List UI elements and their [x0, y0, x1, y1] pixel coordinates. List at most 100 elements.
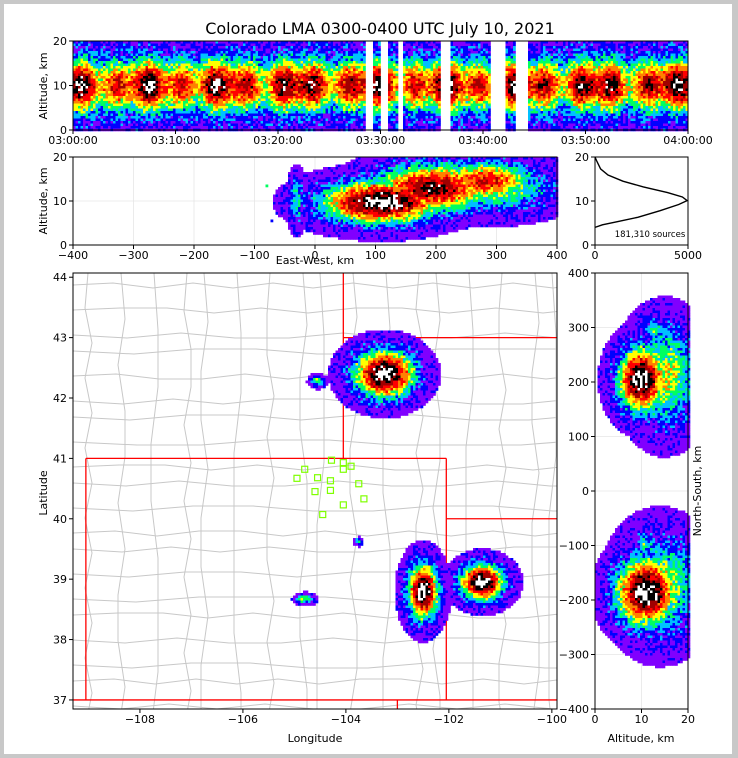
density-cell — [685, 73, 689, 77]
density-cell — [610, 63, 614, 67]
density-cell — [223, 73, 226, 77]
density-cell — [545, 53, 549, 57]
density-cell — [508, 76, 511, 79]
density-cell — [245, 41, 249, 44]
density-cell — [485, 41, 489, 44]
density-cell — [270, 56, 274, 59]
density-cell — [163, 81, 166, 84]
density-cell — [548, 83, 551, 87]
density-cell — [335, 41, 339, 44]
density-cell — [358, 88, 361, 92]
density-cell — [610, 76, 614, 79]
density-cell — [655, 53, 659, 57]
density-cell — [658, 43, 661, 47]
density-cell — [133, 93, 136, 97]
density-cell — [353, 61, 356, 64]
density-cell — [168, 83, 171, 87]
density-cell — [348, 41, 351, 44]
density-cell — [253, 53, 256, 57]
density-cell — [358, 58, 361, 62]
density-cell — [470, 51, 474, 54]
density-cell — [423, 43, 426, 47]
density-cell — [620, 41, 624, 44]
density-cell — [273, 48, 276, 52]
density-cell — [360, 86, 364, 89]
density-cell — [473, 73, 476, 77]
density-cell — [435, 66, 439, 69]
density-cell — [198, 71, 201, 74]
density-cell — [615, 78, 619, 82]
density-cell — [125, 51, 129, 54]
density-cell — [555, 86, 559, 89]
density-cell — [105, 76, 109, 79]
density-cell — [350, 51, 354, 54]
density-cell — [273, 76, 276, 79]
density-cell — [408, 91, 411, 94]
density-cell — [675, 51, 679, 54]
density-cell — [373, 43, 376, 47]
density-cell — [338, 53, 341, 57]
density-cell — [163, 58, 166, 62]
density-cell — [103, 46, 106, 49]
density-cell — [478, 93, 481, 97]
density-cell — [665, 43, 669, 47]
density-cell — [283, 66, 286, 69]
density-cell — [588, 61, 591, 64]
density-cell — [310, 56, 314, 59]
density-cell — [240, 56, 244, 59]
density-cell — [535, 48, 539, 52]
density-cell — [328, 73, 331, 77]
density-cell — [358, 91, 361, 94]
density-cell — [550, 83, 554, 87]
density-cell — [325, 53, 329, 57]
density-cell — [458, 91, 461, 94]
density-cell — [378, 48, 381, 52]
density-cell — [185, 63, 189, 67]
density-cell — [510, 46, 514, 49]
density-cell — [430, 51, 434, 54]
density-cell — [628, 43, 631, 47]
density-cell — [540, 73, 544, 77]
density-cell — [425, 66, 429, 69]
density-cell — [225, 91, 229, 94]
density-cell — [580, 68, 584, 72]
density-cell — [278, 68, 281, 72]
density-cell — [623, 61, 626, 64]
density-cell — [140, 78, 144, 82]
density-cell — [575, 41, 579, 44]
density-cell — [308, 78, 311, 82]
density-cell — [173, 53, 176, 57]
density-cell — [335, 58, 339, 62]
density-cell — [590, 83, 594, 87]
density-cell — [563, 76, 566, 79]
density-cell — [145, 68, 149, 72]
density-cell — [243, 96, 246, 99]
density-cell — [225, 66, 229, 69]
density-cell — [255, 96, 259, 99]
density-cell — [295, 56, 299, 59]
density-cell — [545, 51, 549, 54]
density-cell — [645, 61, 649, 64]
density-cell — [403, 66, 406, 69]
density-cell — [535, 58, 539, 62]
density-cell — [393, 76, 396, 79]
density-cell — [658, 53, 661, 57]
density-cell — [483, 71, 486, 74]
density-cell — [280, 96, 284, 99]
density-cell — [375, 91, 379, 94]
density-cell — [253, 91, 256, 94]
density-cell — [510, 66, 514, 69]
density-cell — [78, 91, 81, 94]
density-cell — [293, 76, 296, 79]
density-cell — [128, 81, 131, 84]
density-cell — [543, 51, 546, 54]
density-cell — [460, 66, 464, 69]
density-cell — [260, 76, 264, 79]
density-cell — [545, 88, 549, 92]
density-cell — [248, 41, 251, 44]
density-cell — [125, 53, 129, 57]
density-cell — [573, 76, 576, 79]
density-cell — [288, 86, 291, 89]
density-cell — [480, 56, 484, 59]
density-cell — [155, 43, 159, 47]
